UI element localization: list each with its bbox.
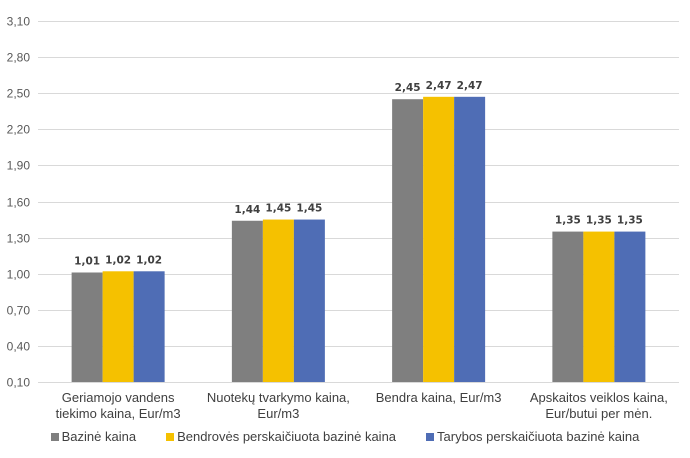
- y-tick-label: 1,00: [7, 268, 31, 282]
- legend-item-tarybos: Tarybos perskaičiuota bazinė kaina: [426, 429, 639, 444]
- bar: [133, 271, 165, 382]
- bar: [102, 271, 134, 382]
- y-tick-label: 2,20: [7, 123, 31, 137]
- bar: [71, 272, 103, 382]
- x-category-label: tiekimo kaina, Eur/m3: [56, 406, 181, 421]
- y-tick-label: 1,60: [7, 196, 31, 210]
- bar: [423, 96, 455, 382]
- data-labels: 1,01 1,02 1,02 1,44 1,45 1,45 2,45 2,47 2,47 1,35…: [74, 80, 643, 268]
- y-tick-label: 1,90: [7, 159, 31, 173]
- bar: [392, 99, 424, 382]
- bar: [552, 231, 584, 382]
- y-axis: 0,10 0,40 0,70 1,00 1,30 1,60 1,90 2,20 2,50 2,80…: [7, 15, 31, 390]
- legend-item-bendroves: Bendrovės perskaičiuota bazinė kaina: [166, 429, 396, 444]
- x-category-label: Nuotekų tvarkymo kaina,: [207, 390, 350, 405]
- data-label: 1,45: [296, 203, 322, 215]
- y-tick-label: 2,80: [7, 51, 31, 65]
- y-tick-label: 0,10: [7, 376, 31, 390]
- data-label: 2,47: [426, 80, 452, 92]
- data-label: 2,45: [395, 82, 421, 94]
- x-category-label: Apskaitos veiklos kaina,: [530, 390, 668, 405]
- data-label: 1,45: [265, 203, 291, 215]
- data-label: 2,47: [457, 80, 483, 92]
- bar: [231, 220, 263, 382]
- bar: [293, 219, 325, 382]
- bar: [262, 219, 294, 382]
- x-category-label: Geriamojo vandens: [62, 390, 175, 405]
- y-tick-label: 1,30: [7, 232, 31, 246]
- y-tick-label: 0,70: [7, 304, 31, 318]
- x-category-label: Bendra kaina, Eur/m3: [376, 390, 502, 405]
- bar: [614, 231, 646, 382]
- data-label: 1,35: [617, 215, 643, 227]
- legend-swatch-tarybos: [426, 432, 435, 441]
- legend-label: Bazinė kaina: [61, 429, 137, 444]
- data-label: 1,44: [234, 204, 260, 216]
- x-category-label: Eur/m3: [257, 406, 299, 421]
- x-category-label: Eur/butui per mėn.: [545, 406, 652, 421]
- bars: [71, 96, 646, 382]
- legend-swatch-bazine: [50, 432, 59, 441]
- y-tick-label: 0,40: [7, 340, 31, 354]
- data-label: 1,02: [105, 254, 131, 266]
- legend: Bazinė kaina Bendrovės perskaičiuota baz…: [0, 429, 690, 444]
- legend-label: Tarybos perskaičiuota bazinė kaina: [437, 429, 640, 444]
- data-label: 1,02: [136, 254, 162, 266]
- legend-swatch-bendroves: [166, 432, 175, 441]
- y-tick-label: 3,10: [7, 15, 31, 29]
- bar: [454, 96, 486, 382]
- legend-label: Bendrovės perskaičiuota bazinė kaina: [177, 429, 397, 444]
- bar-chart: 0,10 0,40 0,70 1,00 1,30 1,60 1,90 2,20 2,50 2,80…: [7, 15, 679, 421]
- y-tick-label: 2,50: [7, 87, 31, 101]
- data-label: 1,35: [555, 215, 581, 227]
- bar: [583, 231, 615, 382]
- data-label: 1,35: [586, 215, 612, 227]
- data-label: 1,01: [74, 255, 100, 267]
- legend-item-bazine: Bazinė kaina: [50, 429, 137, 444]
